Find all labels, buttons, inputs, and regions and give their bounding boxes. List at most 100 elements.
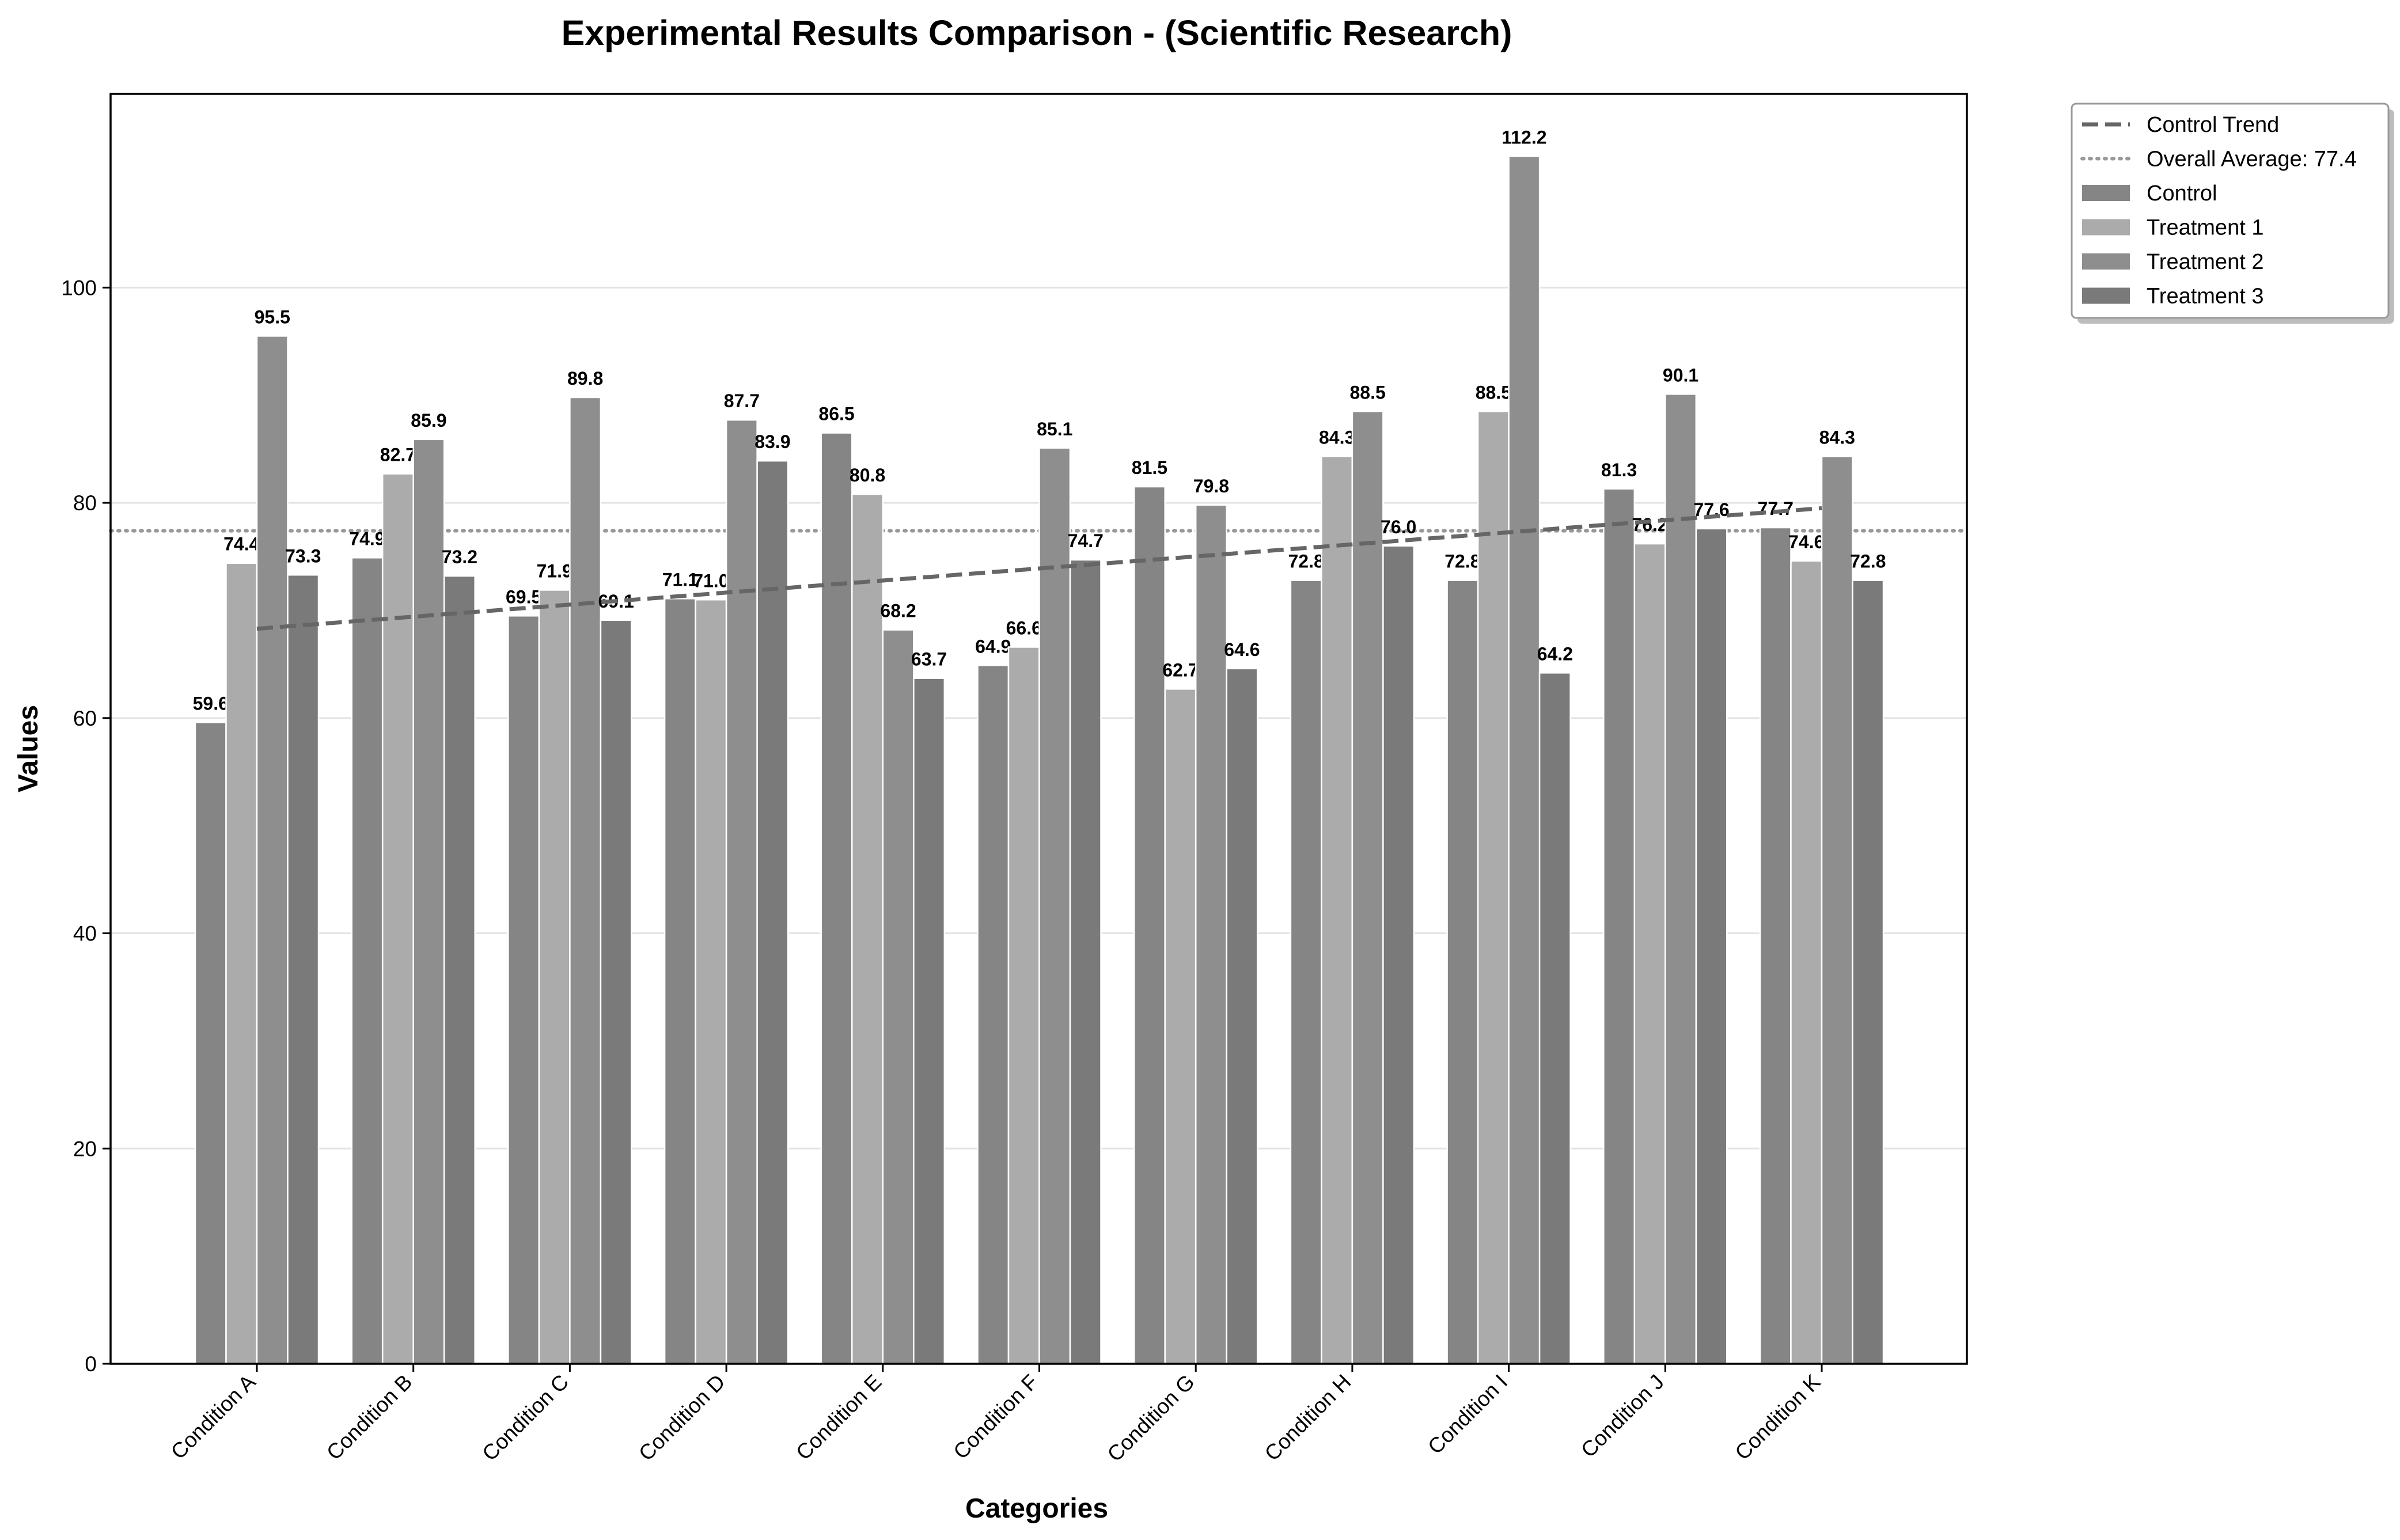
bar	[1226, 667, 1258, 1365]
bar	[225, 562, 258, 1365]
bar	[1508, 155, 1541, 1365]
y-tick-label: 80	[73, 491, 97, 515]
bar-value-label: 81.3	[1601, 460, 1637, 480]
bar	[851, 493, 884, 1365]
bar	[1633, 543, 1666, 1365]
bar-value-label: 64.9	[975, 636, 1011, 657]
bar-value-label: 69.5	[506, 586, 541, 607]
bar	[977, 665, 1010, 1365]
bar-value-label: 79.8	[1193, 476, 1229, 496]
plot-area: 0 20 40 60 80 100 59.6 74.4 95.5 73.3 74.9 82.7 85.9…	[61, 93, 1969, 1466]
x-tick-label: Condition C	[477, 1370, 573, 1466]
bar-value-label: 84.3	[1319, 427, 1355, 448]
bar-value-label: 81.5	[1132, 457, 1167, 478]
bar	[569, 396, 602, 1365]
legend-series-label: Control	[2147, 181, 2217, 206]
legend-series-swatch	[2082, 287, 2130, 304]
bar	[1603, 488, 1636, 1365]
x-tick-label: Condition D	[634, 1370, 730, 1466]
bar	[412, 438, 445, 1365]
bar	[1133, 485, 1166, 1365]
bar-value-label: 88.5	[1476, 382, 1511, 403]
y-tick-label: 0	[85, 1352, 97, 1376]
bar	[507, 615, 540, 1365]
legend: Control Trend Overall Average: 77.4 Contro…	[2071, 103, 2394, 324]
x-tick-label: Condition A	[166, 1370, 260, 1463]
bar-value-label: 72.8	[1850, 551, 1886, 572]
bar-value-label: 64.2	[1537, 643, 1573, 664]
bar	[1164, 688, 1197, 1365]
bar-value-label: 71.0	[693, 570, 729, 591]
bar	[351, 557, 384, 1365]
bar-value-label: 76.2	[1632, 514, 1667, 535]
bar	[1790, 560, 1823, 1365]
bar-value-label: 63.7	[911, 649, 947, 670]
bar	[1290, 579, 1322, 1365]
bar	[256, 335, 289, 1365]
bar	[1759, 526, 1792, 1365]
x-tick-label: Condition F	[949, 1370, 1042, 1464]
bar	[194, 722, 227, 1365]
bar	[756, 460, 789, 1365]
legend-series-swatch	[2082, 253, 2130, 270]
bar-value-label: 73.2	[442, 547, 477, 567]
legend-series-label: Treatment 2	[2147, 250, 2263, 274]
bar-value-label: 80.8	[850, 465, 885, 485]
x-tick-label: Condition K	[1730, 1370, 1825, 1464]
bar	[287, 574, 320, 1365]
bar-value-label: 62.7	[1162, 659, 1198, 680]
bar	[538, 589, 571, 1365]
bar-value-label: 76.0	[1381, 517, 1416, 537]
bar	[600, 619, 632, 1365]
bar-value-label: 86.5	[818, 404, 854, 424]
bar-value-label: 112.2	[1502, 127, 1546, 147]
bar	[1195, 504, 1227, 1365]
bar	[1821, 456, 1853, 1365]
bar-value-label: 74.4	[223, 534, 259, 555]
bar	[663, 598, 696, 1365]
bar-value-label: 74.6	[1788, 532, 1824, 552]
bar-value-label: 71.1	[662, 569, 698, 590]
bar	[913, 677, 946, 1365]
bar	[1007, 646, 1040, 1365]
bar-value-label: 74.9	[349, 528, 385, 549]
bar	[1351, 411, 1384, 1365]
bar-value-label: 74.7	[1068, 530, 1104, 551]
bar	[725, 419, 758, 1365]
legend-control-trend-label: Control Trend	[2147, 113, 2279, 137]
bar-value-label: 88.5	[1350, 382, 1386, 403]
bar-value-label: 77.7	[1758, 498, 1794, 519]
legend-series-swatch	[2082, 219, 2130, 236]
bar	[381, 473, 414, 1365]
bar-value-label: 89.8	[567, 368, 603, 389]
bar	[695, 599, 727, 1365]
bar	[1538, 672, 1571, 1365]
bar-value-label: 72.8	[1288, 551, 1324, 572]
bar	[1477, 411, 1510, 1365]
y-tick-label: 40	[73, 922, 97, 946]
x-tick-label: Condition I	[1423, 1370, 1512, 1459]
y-tick-label: 20	[73, 1137, 97, 1160]
x-tick-label: Condition G	[1103, 1370, 1199, 1466]
bar	[882, 629, 915, 1365]
plot-frame	[109, 93, 1968, 1365]
x-tick-label: Condition H	[1260, 1370, 1356, 1466]
bar	[1038, 447, 1071, 1365]
legend-overall-average-label: Overall Average: 77.4	[2147, 147, 2357, 172]
chart-title: Experimental Results Comparison - (Scien…	[562, 13, 1512, 52]
bar-value-label: 66.6	[1006, 617, 1042, 638]
bar-value-label: 85.9	[411, 410, 446, 431]
bar	[443, 575, 476, 1365]
bar-value-label: 59.6	[193, 693, 229, 714]
bar-value-label: 85.1	[1037, 419, 1072, 439]
bar	[1382, 545, 1415, 1365]
legend-series-label: Treatment 3	[2147, 285, 2263, 309]
legend-series-label: Treatment 1	[2147, 216, 2263, 240]
bar	[1665, 393, 1697, 1365]
x-tick-label: Condition B	[322, 1370, 416, 1465]
bar	[1852, 579, 1885, 1365]
legend-series-swatch	[2082, 185, 2130, 201]
bar	[1321, 456, 1353, 1365]
